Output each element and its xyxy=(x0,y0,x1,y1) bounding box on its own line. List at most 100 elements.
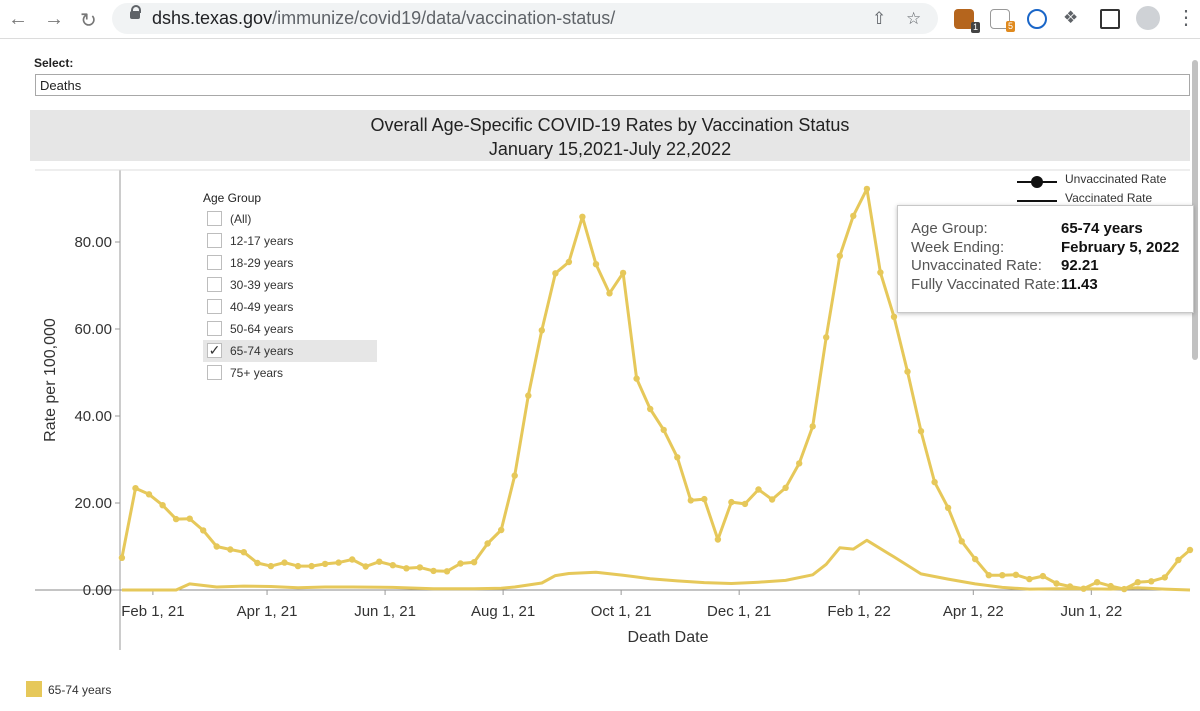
data-point xyxy=(917,428,925,435)
age-group-option[interactable]: (All) xyxy=(203,208,377,230)
scrollbar-thumb[interactable] xyxy=(1192,60,1198,360)
data-point xyxy=(552,270,559,277)
age-group-option[interactable]: 40-49 years xyxy=(203,296,377,318)
data-point xyxy=(267,562,275,570)
checkbox-icon[interactable] xyxy=(207,211,222,226)
data-point xyxy=(606,290,613,297)
checkbox-icon[interactable] xyxy=(207,299,222,314)
age-group-filter: (All) 12-17 years 18-29 years 30-39 years 40… xyxy=(203,208,377,384)
data-point xyxy=(443,568,451,575)
data-point xyxy=(457,560,464,567)
forward-icon[interactable]: → xyxy=(44,8,64,30)
y-axis-label: Rate per 100,000 xyxy=(42,318,59,442)
data-point xyxy=(592,261,600,268)
extension-shield-icon[interactable]: 1 xyxy=(954,9,980,33)
puzzle-extensions-icon[interactable]: ❖ xyxy=(1063,8,1079,27)
data-point xyxy=(362,563,369,570)
data-point xyxy=(376,558,383,565)
data-point xyxy=(308,562,315,570)
data-point xyxy=(1175,556,1182,564)
share-icon[interactable]: ⇧ xyxy=(872,9,887,28)
checkbox-icon[interactable] xyxy=(207,365,222,380)
tooltip-row: Fully Vaccinated Rate: 11.43 xyxy=(911,276,1191,294)
reload-icon[interactable]: ↻ xyxy=(80,10,97,32)
age-group-option[interactable]: 12-17 years xyxy=(203,230,377,252)
data-point xyxy=(728,498,735,506)
data-point xyxy=(687,497,694,504)
circle-marker-icon xyxy=(1031,176,1043,188)
color-swatch xyxy=(26,681,42,697)
y-tick-label: 0.00 xyxy=(83,582,112,599)
x-tick-label: Apr 1, 22 xyxy=(943,603,1004,620)
data-point xyxy=(294,562,302,570)
tooltip-value: 65-74 years xyxy=(1061,220,1143,237)
data-point xyxy=(633,375,640,382)
data-point xyxy=(1107,582,1114,590)
checkbox-icon[interactable] xyxy=(207,321,222,336)
age-group-option[interactable]: ✓ 65-74 years xyxy=(203,340,377,362)
data-point xyxy=(985,572,992,579)
tooltip-value: February 5, 2022 xyxy=(1061,238,1180,256)
checkbox-icon[interactable] xyxy=(207,255,222,270)
menu-dots-icon[interactable]: ⋮ xyxy=(1176,7,1196,29)
tooltip-value: 11.43 xyxy=(1061,275,1098,293)
data-point xyxy=(335,559,342,566)
x-tick-label: Aug 1, 21 xyxy=(471,603,535,620)
y-tick-label: 40.00 xyxy=(74,408,112,425)
data-point xyxy=(1148,578,1155,585)
data-point xyxy=(768,496,776,503)
age-group-option-label: 40-49 years xyxy=(230,300,294,314)
age-group-option-label: (All) xyxy=(230,212,252,226)
age-group-option[interactable]: 50-64 years xyxy=(203,318,377,340)
age-group-option[interactable]: 30-39 years xyxy=(203,274,377,296)
data-point xyxy=(430,567,437,575)
data-point xyxy=(145,491,153,498)
data-point xyxy=(565,258,573,266)
checkbox-icon[interactable] xyxy=(207,233,222,248)
url-text: dshs.texas.gov/immunize/covid19/data/vac… xyxy=(152,8,616,28)
data-tooltip: Age Group: 65-74 years Week Ending: Februar… xyxy=(897,205,1194,313)
x-axis-label: Death Date xyxy=(628,629,709,646)
data-point xyxy=(958,538,965,545)
x-tick-label: Feb 1, 21 xyxy=(121,603,184,620)
avatar[interactable] xyxy=(1136,6,1160,30)
tooltip-key: Age Group: xyxy=(911,220,988,237)
data-point xyxy=(1121,585,1128,593)
extension-airplane-icon[interactable]: 5 xyxy=(990,9,1015,32)
data-point xyxy=(254,559,261,567)
measure-select[interactable]: Deaths xyxy=(35,74,1190,96)
data-point xyxy=(1161,574,1169,581)
data-point xyxy=(1012,571,1020,578)
data-point xyxy=(389,562,396,569)
data-point xyxy=(416,564,424,571)
browser-toolbar: ← → ↻ dshs.texas.gov/immunize/covid19/da… xyxy=(0,0,1200,39)
data-point xyxy=(647,405,654,413)
scrollbar[interactable] xyxy=(1190,40,1200,360)
data-point xyxy=(240,549,247,556)
data-point xyxy=(213,543,220,550)
x-tick-label: Jun 1, 22 xyxy=(1060,603,1122,620)
x-tick-label: Apr 1, 21 xyxy=(237,603,298,620)
checkbox-checked-icon[interactable]: ✓ xyxy=(207,342,222,358)
side-panel-icon[interactable] xyxy=(1100,9,1120,29)
data-point xyxy=(1053,580,1060,587)
tooltip-row: Week Ending: February 5, 2022 xyxy=(911,239,1191,257)
password-manager-icon[interactable] xyxy=(1027,9,1047,29)
data-point xyxy=(403,565,410,572)
data-point xyxy=(972,555,979,563)
age-group-option-label: 18-29 years xyxy=(230,256,294,270)
back-icon[interactable]: ← xyxy=(8,8,28,30)
address-bar[interactable]: dshs.texas.gov/immunize/covid19/data/vac… xyxy=(112,3,938,34)
data-point xyxy=(931,478,938,486)
data-point xyxy=(877,269,884,276)
x-tick-label: Oct 1, 21 xyxy=(591,603,652,620)
bookmark-star-icon[interactable]: ☆ xyxy=(906,9,922,28)
age-group-option-label: 50-64 years xyxy=(230,322,294,336)
age-group-option[interactable]: 75+ years xyxy=(203,362,377,384)
data-point xyxy=(741,500,749,508)
checkbox-icon[interactable] xyxy=(207,277,222,292)
color-legend-label: 65-74 years xyxy=(48,683,112,697)
age-group-option[interactable]: 18-29 years xyxy=(203,252,377,274)
data-point xyxy=(579,213,586,220)
